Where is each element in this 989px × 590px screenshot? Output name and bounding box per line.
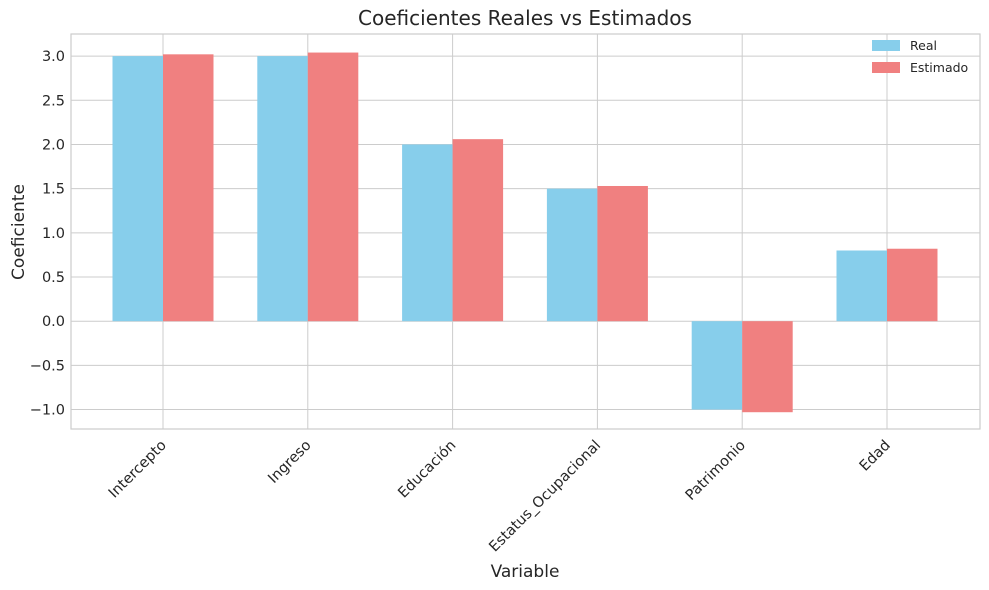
- y-tick-label: 3.0: [42, 49, 65, 65]
- x-tick-label: Estatus_Ocupacional: [486, 438, 604, 556]
- bar-estimado-5: [887, 248, 938, 322]
- legend: Real Estimado: [872, 38, 968, 75]
- legend-label-real: Real: [910, 38, 937, 53]
- bar-real-4: [691, 321, 743, 410]
- x-axis-label: Variable: [491, 562, 560, 582]
- bar-estimado-1: [307, 52, 359, 322]
- x-axis-ticks: Intercepto Ingreso Educación Estatus_Ocupac…: [106, 437, 894, 555]
- y-tick-label: 1.5: [42, 182, 65, 198]
- y-axis-ticks: −1.0 −0.5 0.0 0.5 1.0 1.5 2.0 2.5 3.0: [30, 49, 65, 418]
- legend-swatch-real: [872, 40, 900, 51]
- legend-label-estimado: Estimado: [910, 60, 968, 75]
- bars: [112, 52, 938, 413]
- y-tick-label: 2.5: [42, 93, 65, 109]
- bar-estimado-3: [597, 185, 648, 322]
- bar-estimado-2: [452, 139, 504, 322]
- x-tick-label: Ingreso: [265, 437, 314, 486]
- bar-real-2: [402, 144, 453, 322]
- x-tick-label: Patrimonio: [683, 437, 749, 503]
- legend-swatch-estimado: [872, 62, 900, 73]
- chart-title: Coeficientes Reales vs Estimados: [358, 6, 692, 30]
- bar-estimado-0: [163, 54, 214, 322]
- bar-real-0: [112, 56, 163, 322]
- y-tick-label: 1.0: [42, 226, 65, 242]
- y-tick-label: 2.0: [42, 137, 65, 153]
- x-tick-label: Educación: [395, 438, 459, 502]
- bar-real-5: [836, 250, 887, 322]
- y-tick-label: −0.5: [30, 358, 65, 374]
- y-tick-label: −1.0: [30, 403, 65, 419]
- y-axis-label: Coeficiente: [9, 184, 29, 280]
- plot-frame: [70, 33, 981, 430]
- x-tick-label: Edad: [857, 438, 894, 475]
- bar-estimado-4: [742, 321, 793, 413]
- bar-real-3: [546, 188, 598, 322]
- y-tick-label: 0.0: [42, 314, 65, 330]
- y-tick-label: 0.5: [42, 270, 65, 286]
- bar-real-1: [257, 56, 308, 322]
- x-tick-label: Intercepto: [106, 437, 170, 501]
